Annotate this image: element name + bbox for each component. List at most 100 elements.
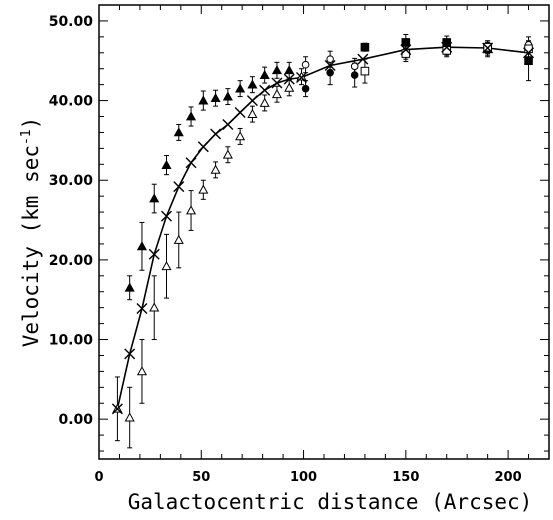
y-tick-label: 0.00	[58, 412, 93, 428]
x-tick-label: 200	[495, 470, 522, 485]
cross-point	[136, 302, 148, 314]
cross-point	[197, 141, 209, 153]
cross-point	[324, 60, 336, 72]
x-tick-label: 0	[94, 470, 103, 485]
filled-triangle-point	[235, 83, 246, 93]
y-tick-labels: 0.00 10.00 20.00 30.00 40.00 50.00	[49, 14, 94, 428]
open-triangle-point	[198, 184, 209, 194]
cross-stroke	[400, 44, 412, 56]
open-square-point	[524, 44, 533, 54]
filled-triangle-point	[185, 111, 197, 121]
cross-stroke	[357, 53, 369, 65]
cross-stroke	[222, 118, 234, 130]
cross-point	[185, 157, 197, 169]
fit-curve	[116, 46, 529, 409]
y-axis-label-main: Velocity (km sec	[19, 145, 43, 347]
cross-point	[357, 53, 369, 65]
filled-triangle-point	[210, 92, 221, 103]
filled-triangle-point	[222, 91, 233, 101]
open-triangle-point	[259, 97, 270, 107]
cross-point	[173, 181, 185, 193]
cross-stroke	[185, 157, 197, 169]
open-triangle-point	[235, 131, 246, 141]
cross-stroke	[124, 348, 136, 360]
cross-point	[482, 42, 494, 54]
open-circle-point	[350, 62, 359, 71]
cross-stroke	[324, 60, 336, 72]
y-axis-label-close: )	[19, 117, 43, 130]
cross-stroke	[283, 73, 295, 85]
open-square-point	[360, 66, 370, 76]
cross-point	[259, 84, 271, 96]
filled-circle-point	[350, 71, 359, 79]
filled-triangle-point	[284, 65, 295, 75]
y-axis-label-superscript: -1	[19, 129, 34, 145]
cross-stroke	[259, 84, 271, 96]
cross-stroke	[296, 71, 307, 83]
x-tick-label: 100	[290, 470, 317, 485]
cross-stroke	[271, 77, 283, 89]
cross-point	[124, 348, 136, 360]
filled-triangle-point	[149, 193, 160, 203]
cross-stroke	[173, 181, 185, 193]
x-axis-label: Galactocentric distance (Arcsec)	[128, 490, 533, 514]
filled-triangle-point	[124, 282, 135, 292]
open-triangle-point	[284, 82, 295, 92]
cross-point	[161, 210, 172, 222]
plot-frame	[98, 4, 550, 460]
cross-stroke	[246, 95, 258, 107]
y-tick-label: 40.00	[49, 94, 94, 110]
cross-point	[148, 248, 160, 260]
y-tick-label: 20.00	[49, 253, 94, 269]
cross-stroke	[441, 41, 453, 53]
filled-triangle-point	[271, 65, 283, 75]
open-triangle-point	[149, 302, 160, 312]
cross-point	[271, 77, 283, 89]
cross-point	[210, 128, 222, 140]
x-tick-label: 50	[192, 470, 210, 485]
open-circle-point	[301, 60, 310, 69]
cross-point	[283, 73, 295, 85]
open-triangle-point	[271, 88, 283, 99]
x-tick-labels: 0 50 100 150 200	[94, 470, 521, 485]
cross-point	[234, 107, 246, 119]
filled-triangle-point	[173, 127, 184, 137]
data-markers	[111, 38, 535, 422]
cross-stroke	[197, 141, 209, 153]
open-triangle-point	[247, 108, 258, 118]
y-tick-label: 50.00	[49, 14, 94, 30]
cross-point	[523, 47, 535, 59]
cross-point	[246, 95, 258, 107]
filled-triangle-point	[247, 79, 258, 89]
open-triangle-point	[173, 234, 184, 244]
axis-ticks	[98, 4, 550, 459]
open-triangle-point	[210, 164, 221, 174]
cross-stroke	[136, 302, 148, 314]
cross-point	[400, 44, 412, 56]
cross-point	[111, 403, 123, 415]
open-triangle-point	[161, 261, 172, 271]
filled-circle-point	[326, 68, 334, 77]
cross-point	[441, 41, 453, 53]
filled-triangle-point	[161, 159, 172, 169]
filled-square-point	[360, 42, 370, 52]
cross-stroke	[161, 210, 172, 222]
filled-square-point	[524, 56, 533, 66]
filled-triangle-point	[259, 69, 270, 79]
cross-stroke	[111, 403, 123, 415]
y-tick-label: 10.00	[49, 333, 94, 349]
cross-stroke	[210, 128, 222, 140]
filled-triangle-point	[198, 95, 209, 105]
filled-circle-point	[301, 84, 310, 93]
cross-stroke	[482, 42, 494, 54]
open-circle-point	[326, 55, 334, 63]
cross-point	[296, 71, 307, 83]
y-tick-label: 30.00	[49, 173, 94, 189]
open-triangle-point	[136, 366, 148, 376]
open-triangle-point	[185, 205, 197, 215]
cross-stroke	[148, 248, 160, 260]
filled-triangle-point	[136, 241, 148, 251]
open-triangle-point	[222, 149, 233, 159]
open-square-point	[401, 49, 411, 58]
